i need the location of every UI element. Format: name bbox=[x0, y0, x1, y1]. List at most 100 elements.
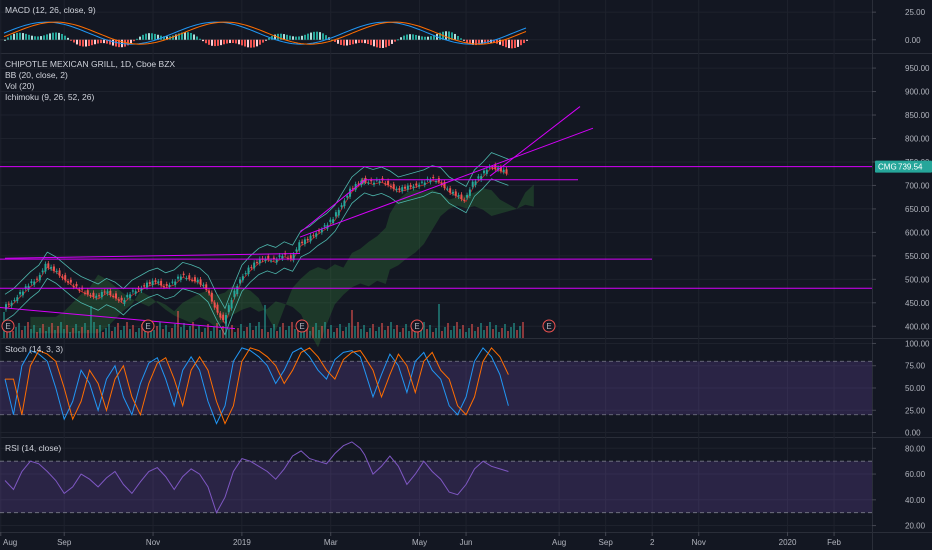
candle-body bbox=[315, 233, 318, 237]
volume-bar bbox=[456, 322, 458, 338]
candle-body bbox=[134, 291, 137, 294]
macd-histogram-bar bbox=[52, 32, 54, 40]
volume-bar bbox=[231, 325, 233, 338]
volume-bar bbox=[246, 327, 248, 338]
volume-bar bbox=[351, 310, 353, 338]
candle-body bbox=[451, 191, 454, 194]
macd-histogram-bar bbox=[154, 33, 156, 40]
volume-bar bbox=[249, 323, 251, 338]
macd-histogram-bar bbox=[406, 34, 408, 40]
candle-body bbox=[196, 279, 199, 282]
candle-body bbox=[264, 258, 267, 261]
volume-bar bbox=[216, 323, 218, 338]
candle-body bbox=[86, 290, 89, 295]
candle-body bbox=[491, 167, 494, 169]
candle-body bbox=[370, 179, 373, 182]
macd-histogram-bar bbox=[385, 39, 387, 48]
stoch-axis-tick-label: 25.00 bbox=[905, 406, 926, 415]
volume-bar bbox=[123, 326, 125, 338]
volume-bar bbox=[438, 304, 440, 338]
macd-histogram-bar bbox=[298, 36, 300, 40]
earnings-marker-circle bbox=[542, 319, 556, 333]
macd-histogram-bar bbox=[505, 39, 507, 48]
macd-histogram-bar bbox=[346, 39, 348, 46]
indicator-legend-item: Vol (20) bbox=[5, 81, 34, 91]
macd-histogram-bar bbox=[427, 36, 429, 40]
volume-bar bbox=[495, 325, 497, 338]
candle-body bbox=[387, 180, 390, 185]
volume-bar bbox=[102, 332, 104, 338]
time-axis-label: 2 bbox=[650, 538, 655, 547]
stoch-axis-tick-label: 100.00 bbox=[905, 339, 930, 348]
volume-bar bbox=[6, 328, 8, 338]
volume-bar bbox=[183, 323, 185, 338]
candle-body bbox=[114, 293, 117, 299]
volume-bar bbox=[432, 332, 434, 338]
candle-body bbox=[466, 194, 469, 198]
candle-body bbox=[177, 276, 180, 279]
candle-body bbox=[19, 291, 22, 295]
macd-axis-tick-label: 0.00 bbox=[905, 36, 921, 45]
candle-body bbox=[281, 255, 284, 259]
volume-bar bbox=[69, 332, 71, 338]
price-axis-tick-label: 800.00 bbox=[905, 134, 930, 143]
volume-bar bbox=[168, 332, 170, 338]
time-axis-label: Nov bbox=[146, 538, 160, 547]
candle-body bbox=[50, 266, 53, 269]
candle-body bbox=[398, 188, 401, 191]
macd-histogram-bar bbox=[340, 39, 342, 45]
macd-histogram-bar bbox=[325, 35, 327, 40]
candle-body bbox=[349, 188, 352, 197]
volume-bar bbox=[309, 331, 311, 338]
volume-bar bbox=[516, 330, 518, 338]
volume-bar bbox=[51, 323, 53, 338]
macd-histogram-bar bbox=[181, 32, 183, 40]
volume-bar bbox=[78, 331, 80, 338]
candle-body bbox=[247, 267, 250, 275]
candle-body bbox=[123, 299, 126, 304]
candle-body bbox=[340, 205, 343, 208]
macd-histogram-bar bbox=[61, 33, 63, 40]
indicator-legend-item: Ichimoku (9, 26, 52, 26) bbox=[5, 92, 94, 102]
macd-histogram-bar bbox=[460, 38, 462, 40]
candle-body bbox=[363, 180, 366, 183]
indicator-legend-item: BB (20, close, 2) bbox=[5, 70, 68, 80]
volume-bar bbox=[153, 330, 155, 338]
price-axis-tick-label: 450.00 bbox=[905, 299, 930, 308]
macd-histogram-bar bbox=[205, 39, 207, 44]
macd-histogram-bar bbox=[25, 33, 27, 40]
macd-histogram-bar bbox=[523, 39, 525, 44]
candle-body bbox=[420, 181, 423, 183]
candle-body bbox=[129, 294, 132, 299]
macd-histogram-bar bbox=[109, 39, 111, 45]
volume-bar bbox=[276, 331, 278, 338]
macd-histogram-bar bbox=[220, 39, 222, 46]
candle-body bbox=[7, 303, 10, 305]
earnings-event-marker: E bbox=[542, 319, 556, 333]
volume-bar bbox=[72, 328, 74, 338]
candle-body bbox=[72, 285, 75, 287]
macd-histogram-bar bbox=[76, 39, 78, 45]
volume-bar bbox=[144, 331, 146, 338]
macd-histogram-bar bbox=[307, 33, 309, 40]
macd-histogram-bar bbox=[262, 39, 264, 43]
current-price-ticker: CMG bbox=[878, 163, 897, 172]
candle-body bbox=[213, 302, 216, 308]
candle-body bbox=[202, 284, 205, 286]
macd-histogram-bar bbox=[448, 31, 450, 40]
macd-histogram-bar bbox=[88, 39, 90, 47]
candle-body bbox=[55, 270, 58, 272]
volume-bar bbox=[279, 327, 281, 338]
volume-bar bbox=[423, 322, 425, 338]
macd-histogram-bar bbox=[142, 34, 144, 40]
candle-body bbox=[239, 279, 242, 284]
volume-bar bbox=[243, 331, 245, 338]
volume-bar bbox=[375, 331, 377, 338]
candle-body bbox=[233, 290, 236, 298]
macd-histogram-bar bbox=[130, 39, 132, 44]
macd-histogram-bar bbox=[508, 39, 510, 49]
volume-bar bbox=[486, 326, 488, 338]
candle-body bbox=[13, 299, 16, 301]
macd-histogram-bar bbox=[265, 39, 267, 41]
macd-histogram-bar bbox=[268, 37, 270, 40]
